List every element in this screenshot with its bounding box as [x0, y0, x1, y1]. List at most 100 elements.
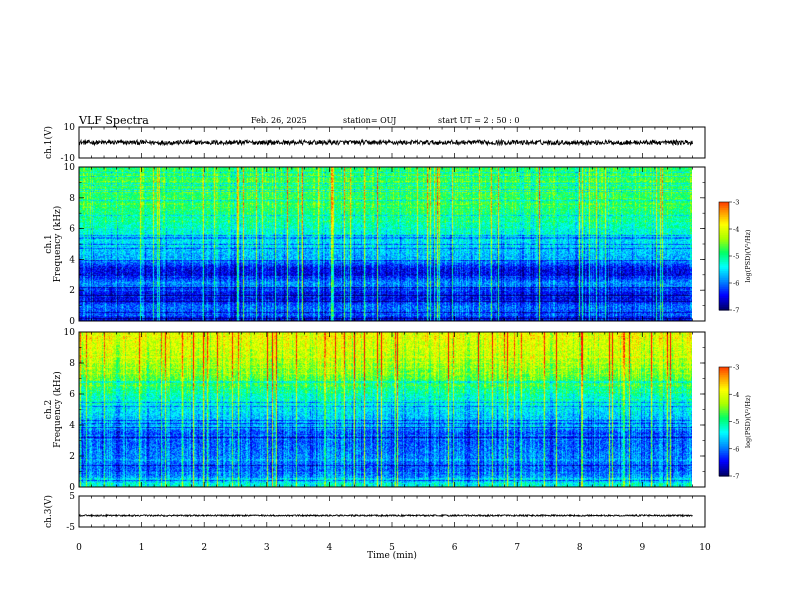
ch2-spectrogram-colorbar-cell — [719, 379, 729, 383]
ch2-spectrogram-colorbar-cell — [719, 450, 729, 453]
ch2-spectrogram-colorbar-cell — [719, 370, 729, 374]
ch2-spectrogram-ytick-label: 0 — [69, 483, 75, 493]
ch1-spectrogram-colorbar-cell — [719, 229, 729, 232]
ch1-spectrogram-colorbar-cell — [719, 245, 729, 248]
ch1-spectrogram-colorbar-cell — [719, 214, 729, 217]
ch2-spectrogram-colorbar-cell — [719, 368, 729, 372]
ch1-spectrogram-colorbar-cell — [719, 238, 729, 241]
ch2-spectrogram-colorbar-cell — [719, 383, 729, 386]
ch1-spectrogram-image — [79, 167, 692, 321]
ch2-spectrogram-colorbar-cell — [719, 367, 729, 370]
x-tick-label: 2 — [201, 543, 207, 553]
ch1-spectrogram-colorbar-cell — [719, 218, 729, 221]
ch2-spectrogram-colorbar-cell — [719, 448, 729, 452]
ch2-spectrogram-colorbar-cell — [719, 445, 729, 448]
ch3-waveform-ytick-label: 5 — [69, 492, 75, 502]
ch1-spectrogram-colorbar-cell — [719, 304, 729, 307]
ch1-spectrogram-colorbar-cell — [719, 252, 729, 255]
ch2-spectrogram-colorbar-cell — [719, 385, 729, 388]
ch1-spectrogram-colorbar-cell — [719, 220, 729, 223]
ch1-spectrogram-colorbar-cell — [719, 283, 729, 286]
ch1-spectrogram-colorbar-cell — [719, 225, 729, 228]
ch1-waveform-ytick-label: 10 — [64, 123, 76, 133]
ch1-spectrogram-colorbar-cell — [719, 223, 729, 226]
ch2-spectrogram-colorbar-cell — [719, 399, 729, 403]
x-tick-label: 6 — [452, 543, 458, 553]
ch2-spectrogram-colorbar-tick-label: -5 — [733, 418, 739, 426]
ch1-spectrogram-ylabel: ch.1 — [44, 234, 54, 253]
ch1-spectrogram-colorbar-cell — [719, 239, 729, 243]
ch2-spectrogram-colorbar-cell — [719, 428, 729, 432]
ch1-spectrogram-colorbar-cell — [719, 274, 729, 277]
ch1-spectrogram-colorbar-cell — [719, 221, 729, 225]
ch2-spectrogram-colorbar-cell — [719, 439, 729, 443]
ch1-spectrogram-colorbar-cell — [719, 286, 729, 289]
x-axis-label: Time (min) — [367, 550, 417, 561]
ch2-spectrogram-ytick-label: 8 — [69, 359, 75, 369]
ch2-spectrogram-ytick-label: 10 — [64, 328, 76, 338]
ch1-spectrogram-colorbar-tick-label: -3 — [733, 199, 739, 207]
ch2-spectrogram-colorbar-cell — [719, 454, 729, 457]
ch1-waveform-ylabel: ch.1(V) — [43, 126, 54, 159]
ch1-spectrogram-colorbar-cell — [719, 266, 729, 270]
ch2-spectrogram-colorbar-cell — [719, 472, 729, 475]
ch1-spectrogram-colorbar-cell — [719, 247, 729, 250]
x-tick-label: 10 — [699, 543, 711, 553]
ch1-spectrogram-ytick-label: 2 — [69, 286, 75, 296]
ch1-spectrogram-colorbar-cell — [719, 299, 729, 302]
station-label: station= OUJ — [343, 116, 397, 125]
ch2-spectrogram-colorbar-cell — [719, 468, 729, 472]
ch1-spectrogram-colorbar-tick-label: -6 — [733, 280, 739, 288]
ch1-spectrogram-colorbar-cell — [719, 232, 729, 235]
ch2-spectrogram-colorbar-cell — [719, 446, 729, 450]
ch1-spectrogram-colorbar-cell — [719, 302, 729, 306]
ch1-spectrogram-colorbar-cell — [719, 207, 729, 210]
ch1-spectrogram-colorbar-tick-label: -7 — [733, 307, 739, 315]
ch1-spectrogram-colorbar-cell — [719, 288, 729, 291]
ch1-spectrogram-ytick-label: 4 — [69, 255, 75, 265]
ch2-spectrogram-colorbar-cell — [719, 408, 729, 412]
ch2-spectrogram-colorbar-cell — [719, 456, 729, 459]
date-label: Feb. 26, 2025 — [251, 116, 307, 125]
ch2-spectrogram-colorbar-cell — [719, 406, 729, 410]
ch1-spectrogram-ytick-label: 6 — [69, 225, 75, 235]
ch2-spectrogram-ytick-label: 6 — [69, 390, 75, 400]
ch1-spectrogram-ytick-label: 10 — [64, 163, 76, 173]
ch1-spectrogram-colorbar-cell — [719, 272, 729, 275]
ch2-spectrogram-colorbar-cell — [719, 377, 729, 381]
ch1-spectrogram-colorbar-cell — [719, 254, 729, 257]
ch2-spectrogram-colorbar-cell — [719, 392, 729, 395]
ch1-spectrogram-colorbar-cell — [719, 275, 729, 279]
x-tick-label: 1 — [139, 543, 145, 553]
ch1-spectrogram-ytick-label: 0 — [69, 317, 75, 327]
ch2-spectrogram-colorbar-cell — [719, 452, 729, 455]
ch3-waveform-trace — [78, 513, 693, 518]
ch2-spectrogram-colorbar-tick-label: -3 — [733, 364, 739, 372]
ch2-spectrogram-colorbar-cell — [719, 457, 729, 461]
ch2-spectrogram-colorbar-cell — [719, 470, 729, 473]
ch1-spectrogram-colorbar-cell — [719, 243, 729, 246]
ch2-spectrogram-colorbar-cell — [719, 372, 729, 375]
ch1-spectrogram-colorbar-cell — [719, 265, 729, 268]
ch2-spectrogram-colorbar-cell — [719, 421, 729, 424]
ch2-spectrogram-colorbar-cell — [719, 410, 729, 414]
ch2-spectrogram-colorbar-cell — [719, 430, 729, 433]
ch1-spectrogram-colorbar-cell — [719, 259, 729, 262]
x-tick-label: 9 — [640, 543, 646, 553]
ch1-spectrogram-colorbar-cell — [719, 257, 729, 261]
ch1-spectrogram-colorbar-cell — [719, 295, 729, 298]
ch2-spectrogram-colorbar-cell — [719, 381, 729, 384]
ch3-waveform-ylabel: ch.3(V) — [43, 495, 54, 528]
ch1-spectrogram-colorbar-cell — [719, 308, 729, 311]
ch2-spectrogram-colorbar-cell — [719, 425, 729, 428]
x-tick-label: 4 — [327, 543, 333, 553]
ch2-spectrogram-colorbar-cell — [719, 403, 729, 406]
ch1-spectrogram-colorbar-cell — [719, 202, 729, 205]
ch1-spectrogram-colorbar-cell — [719, 248, 729, 252]
ch2-spectrogram-colorbar-cell — [719, 466, 729, 470]
start-time-label: start UT = 2 : 50 : 0 — [438, 116, 520, 125]
ch1-waveform-ytick-label: -10 — [61, 154, 76, 164]
ch2-spectrogram-colorbar-cell — [719, 388, 729, 392]
ch1-spectrogram-colorbar-cell — [719, 301, 729, 304]
ch1-spectrogram-colorbar-cell — [719, 203, 729, 207]
